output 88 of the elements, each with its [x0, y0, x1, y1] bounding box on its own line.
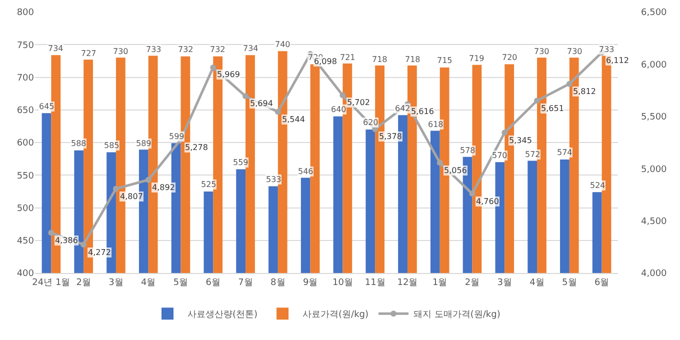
data-label: 645 [39, 102, 54, 111]
x-tick-label: 4월 [140, 278, 156, 288]
data-label: 718 [372, 55, 388, 64]
x-tick-label: 7월 [238, 278, 253, 288]
data-label: 618 [428, 120, 444, 129]
data-label: 570 [492, 151, 508, 160]
x-tick-label: 8월 [270, 278, 286, 288]
data-label: 730 [534, 47, 550, 56]
data-label: 5,651 [541, 104, 564, 113]
data-label: 5,812 [573, 87, 596, 96]
data-label: 733 [599, 45, 614, 54]
x-tick-label: 5월 [562, 278, 577, 288]
data-label: 5,056 [444, 166, 467, 175]
y2-tick-label: 4,500 [641, 216, 668, 227]
data-label: 524 [590, 181, 606, 190]
legend-label: 돼지 도매가격(원/kg) [414, 310, 500, 320]
data-label: 5,969 [217, 70, 240, 79]
data-label: 727 [81, 49, 96, 58]
y2-tick-label: 6,500 [641, 8, 668, 18]
data-label: 718 [405, 55, 420, 64]
y-tick-label: 450 [16, 236, 34, 247]
x-tick-label: 12월 [397, 278, 418, 288]
y2-tick-label: 5,000 [641, 164, 668, 175]
y-tick-label: 700 [16, 73, 34, 84]
legend-label: 사료가격(원/kg) [302, 310, 369, 320]
y2-tick-label: 4,000 [641, 269, 668, 280]
data-label: 5,345 [509, 136, 532, 145]
data-label: 6,112 [606, 56, 629, 65]
x-tick-label: 2월 [76, 278, 91, 288]
y-tick-label: 400 [16, 269, 34, 280]
x-tick-label: 5월 [173, 278, 188, 288]
x-tick-label: 24년 1월 [32, 278, 70, 288]
data-label: 4,386 [55, 236, 78, 245]
y-tick-label: 550 [16, 171, 34, 182]
data-label: 719 [469, 54, 484, 63]
data-label: 730 [567, 47, 582, 56]
y2-tick-label: 5,500 [641, 112, 668, 123]
data-label: 5,378 [379, 132, 402, 141]
x-tick-label: 6월 [594, 278, 610, 288]
x-tick-label: 9월 [302, 278, 318, 288]
data-label: 4,760 [476, 197, 499, 206]
data-label: 642 [395, 104, 410, 113]
data-label: 5,694 [250, 99, 273, 108]
data-label: 574 [557, 148, 572, 157]
x-tick-label: 4월 [530, 278, 544, 288]
y-tick-label: 650 [16, 106, 34, 116]
y2-tick-label: 6,000 [641, 60, 668, 70]
data-label: 721 [340, 53, 356, 62]
y-tick-label: 500 [16, 204, 34, 214]
data-label: 546 [298, 167, 314, 176]
x-tick-label: 10월 [332, 278, 353, 288]
data-label: 733 [146, 45, 162, 54]
data-label: 572 [525, 150, 540, 159]
data-label: 559 [233, 158, 248, 167]
data-label: 740 [275, 40, 290, 49]
y-tick-label: 600 [16, 138, 34, 149]
data-label: 640 [331, 105, 346, 114]
data-label: 588 [71, 139, 86, 148]
data-label: 533 [266, 175, 282, 184]
data-label: 4,272 [88, 248, 111, 257]
legend-label: 사료생산량(천톤) [188, 310, 258, 320]
x-tick-label: 1월 [432, 278, 448, 288]
data-label: 732 [178, 45, 194, 54]
x-tick-label: 11월 [364, 278, 386, 288]
data-label: 525 [201, 180, 216, 189]
data-label: 585 [104, 141, 120, 150]
data-label: 4,807 [120, 192, 143, 201]
data-label: 5,278 [185, 143, 208, 152]
data-label: 578 [460, 146, 476, 155]
data-label: 620 [363, 118, 378, 127]
x-tick-label: 3월 [108, 278, 124, 288]
data-label: 715 [437, 56, 452, 65]
data-label: 720 [502, 53, 518, 62]
data-label: 5,544 [282, 115, 305, 124]
data-label: 589 [136, 139, 152, 148]
data-label: 730 [113, 47, 128, 56]
data-label: 4,892 [152, 183, 175, 192]
data-label: 5,616 [411, 107, 434, 116]
x-tick-label: 2월 [464, 278, 480, 288]
data-label: 599 [169, 132, 184, 141]
x-tick-label: 6월 [206, 278, 221, 288]
y-tick-label: 800 [16, 8, 34, 18]
data-label: 734 [243, 44, 258, 53]
x-tick-label: 3월 [497, 278, 512, 288]
data-label: 734 [48, 44, 64, 53]
y-tick-label: 750 [16, 40, 34, 51]
data-label: 732 [210, 45, 226, 54]
data-label: 5,702 [347, 98, 370, 107]
